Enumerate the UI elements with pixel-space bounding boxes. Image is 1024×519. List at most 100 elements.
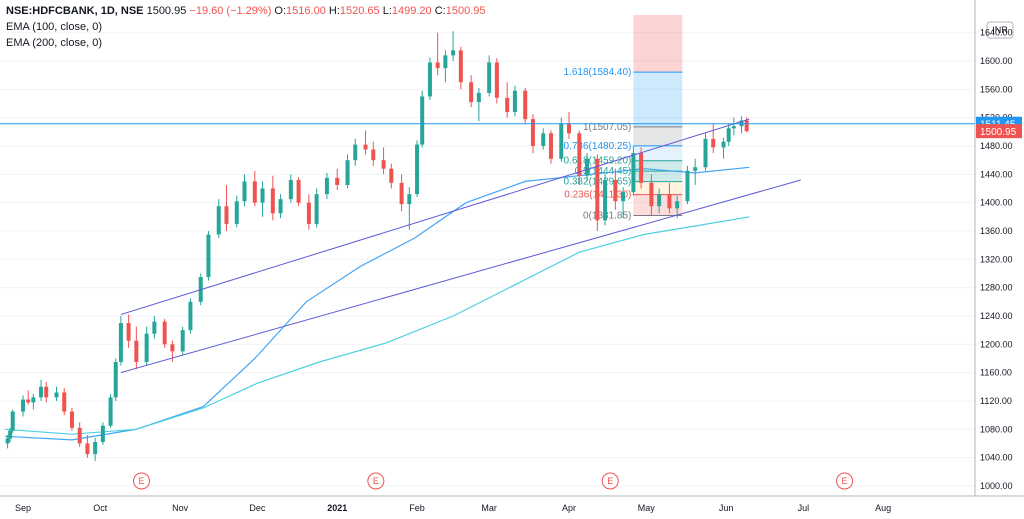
indicator-ema100-label[interactable]: EMA (100, close, 0) xyxy=(6,21,102,33)
event-marker-3 xyxy=(836,472,854,490)
y-tick-7: 1360.00 xyxy=(980,226,1013,236)
candle-18 xyxy=(126,314,131,348)
candle-86 xyxy=(726,123,731,147)
candle-88 xyxy=(739,116,744,134)
candle-78 xyxy=(657,188,662,214)
candle-body-72 xyxy=(603,179,608,221)
candle-81 xyxy=(685,165,690,205)
candle-body-6 xyxy=(39,386,44,398)
candle-body-47 xyxy=(389,168,394,183)
candle-27 xyxy=(206,230,211,281)
low-label: L: xyxy=(382,5,392,17)
candle-body-13 xyxy=(93,442,98,455)
candle-body-60 xyxy=(494,62,499,98)
candle-11 xyxy=(77,422,82,447)
y-tick-0: 1640.00 xyxy=(980,28,1013,38)
candle-41 xyxy=(335,168,340,190)
candle-body-21 xyxy=(152,321,157,334)
candle-body-43 xyxy=(353,144,358,161)
candle-52 xyxy=(427,57,432,100)
candle-body-42 xyxy=(345,160,350,185)
candle-body-12 xyxy=(85,443,90,455)
candle-body-48 xyxy=(399,182,404,205)
open-value: 1516.00 xyxy=(286,5,326,17)
candle-body-63 xyxy=(523,90,528,120)
candle-body-79 xyxy=(667,194,672,209)
candle-body-71 xyxy=(595,158,600,221)
candle-76 xyxy=(639,147,644,189)
y-tick-6: 1400.00 xyxy=(980,198,1013,208)
candle-67 xyxy=(559,117,564,162)
candle-19 xyxy=(134,326,139,370)
event-label-1: E xyxy=(373,476,379,486)
risk-zone xyxy=(633,15,683,73)
candle-31 xyxy=(242,174,247,207)
candle-54 xyxy=(443,50,448,83)
indicator-ema200-label[interactable]: EMA (200, close, 0) xyxy=(6,37,102,49)
candle-body-62 xyxy=(512,90,517,113)
event-label-0: E xyxy=(138,476,144,486)
candle-body-37 xyxy=(296,179,301,203)
candle-body-9 xyxy=(62,392,67,412)
candle-body-30 xyxy=(234,201,239,224)
time-axis[interactable]: Sep Oct Nov Dec 2021 Feb Mar Apr May Jun Jul Aug xyxy=(15,503,891,513)
candle-body-27 xyxy=(206,234,211,278)
trendlines[interactable] xyxy=(120,118,801,374)
candle-77 xyxy=(649,174,654,216)
y-tick-11: 1200.00 xyxy=(980,339,1013,349)
candle-63 xyxy=(523,87,528,124)
candle-2 xyxy=(10,409,15,433)
candle-37 xyxy=(296,177,301,207)
currency-badge xyxy=(986,21,1014,39)
candle-body-55 xyxy=(451,50,456,56)
candle-body-65 xyxy=(541,133,546,147)
candle-46 xyxy=(381,147,386,175)
candles xyxy=(5,31,749,462)
candle-body-8 xyxy=(54,392,59,398)
x-tick-6: Mar xyxy=(481,503,497,513)
candle-79 xyxy=(667,182,672,214)
candle-9 xyxy=(62,388,67,416)
x-tick-7: Apr xyxy=(562,503,576,513)
candle-66 xyxy=(548,130,553,164)
candle-body-50 xyxy=(415,144,420,195)
candle-body-85 xyxy=(721,141,726,148)
trendline-1 xyxy=(120,179,801,374)
event-marker-0 xyxy=(132,472,150,490)
x-tick-10: Jul xyxy=(798,503,810,513)
candle-body-28 xyxy=(216,206,221,235)
candle-49 xyxy=(407,187,412,230)
event-marker-2 xyxy=(601,472,619,490)
candle-body-38 xyxy=(306,202,311,224)
high-label: H: xyxy=(328,5,340,17)
event-marker-1 xyxy=(367,472,385,490)
candle-body-33 xyxy=(260,188,265,203)
candle-73 xyxy=(613,168,618,210)
x-tick-11: Aug xyxy=(875,503,891,513)
y-tick-12: 1160.00 xyxy=(980,368,1012,378)
fib-label-1: 1(1507.05) xyxy=(583,122,631,133)
open-label: O: xyxy=(274,5,287,17)
candle-40 xyxy=(324,172,329,200)
candle-body-17 xyxy=(118,323,123,362)
long-position-tool[interactable] xyxy=(633,15,683,216)
fib-label-2: 0.786(1480.25) xyxy=(564,141,632,152)
candle-body-73 xyxy=(613,179,618,202)
candle-body-5 xyxy=(31,397,36,403)
candle-body-51 xyxy=(420,96,425,145)
candle-body-61 xyxy=(505,97,510,113)
x-tick-9: Jun xyxy=(719,503,734,513)
candle-body-59 xyxy=(487,62,492,93)
candle-15 xyxy=(108,393,113,428)
candle-body-54 xyxy=(443,55,448,69)
candle-body-64 xyxy=(530,119,535,147)
candle-53 xyxy=(435,32,440,76)
candle-body-34 xyxy=(270,188,275,214)
last-price: 1500.95 xyxy=(146,5,187,17)
low-value: 1499.20 xyxy=(391,5,432,17)
price-axis[interactable]: INR1640.001600.001560.001520.001480.0014… xyxy=(976,21,1022,491)
y-tick-4: 1480.00 xyxy=(980,141,1013,151)
trendline-0 xyxy=(120,118,750,316)
